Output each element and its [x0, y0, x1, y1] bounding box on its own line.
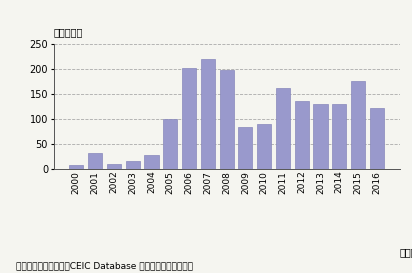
Bar [107, 164, 121, 169]
Bar [88, 153, 102, 169]
Bar [370, 108, 384, 169]
Bar [145, 155, 159, 169]
Bar [314, 105, 328, 169]
Bar [295, 101, 309, 169]
Text: （年）: （年） [400, 247, 412, 257]
Bar [351, 81, 365, 169]
Bar [163, 119, 177, 169]
Bar [276, 88, 290, 169]
Bar [182, 68, 196, 169]
Bar [257, 124, 271, 169]
Bar [238, 127, 253, 169]
Bar [220, 70, 234, 169]
Bar [126, 161, 140, 169]
Text: 資料：トルコ経済省、CEIC Database から経済産業省作成。: 資料：トルコ経済省、CEIC Database から経済産業省作成。 [16, 261, 194, 270]
Bar [201, 59, 215, 169]
Bar [69, 165, 83, 169]
Bar [332, 105, 346, 169]
Text: （億ドル）: （億ドル） [54, 27, 83, 37]
